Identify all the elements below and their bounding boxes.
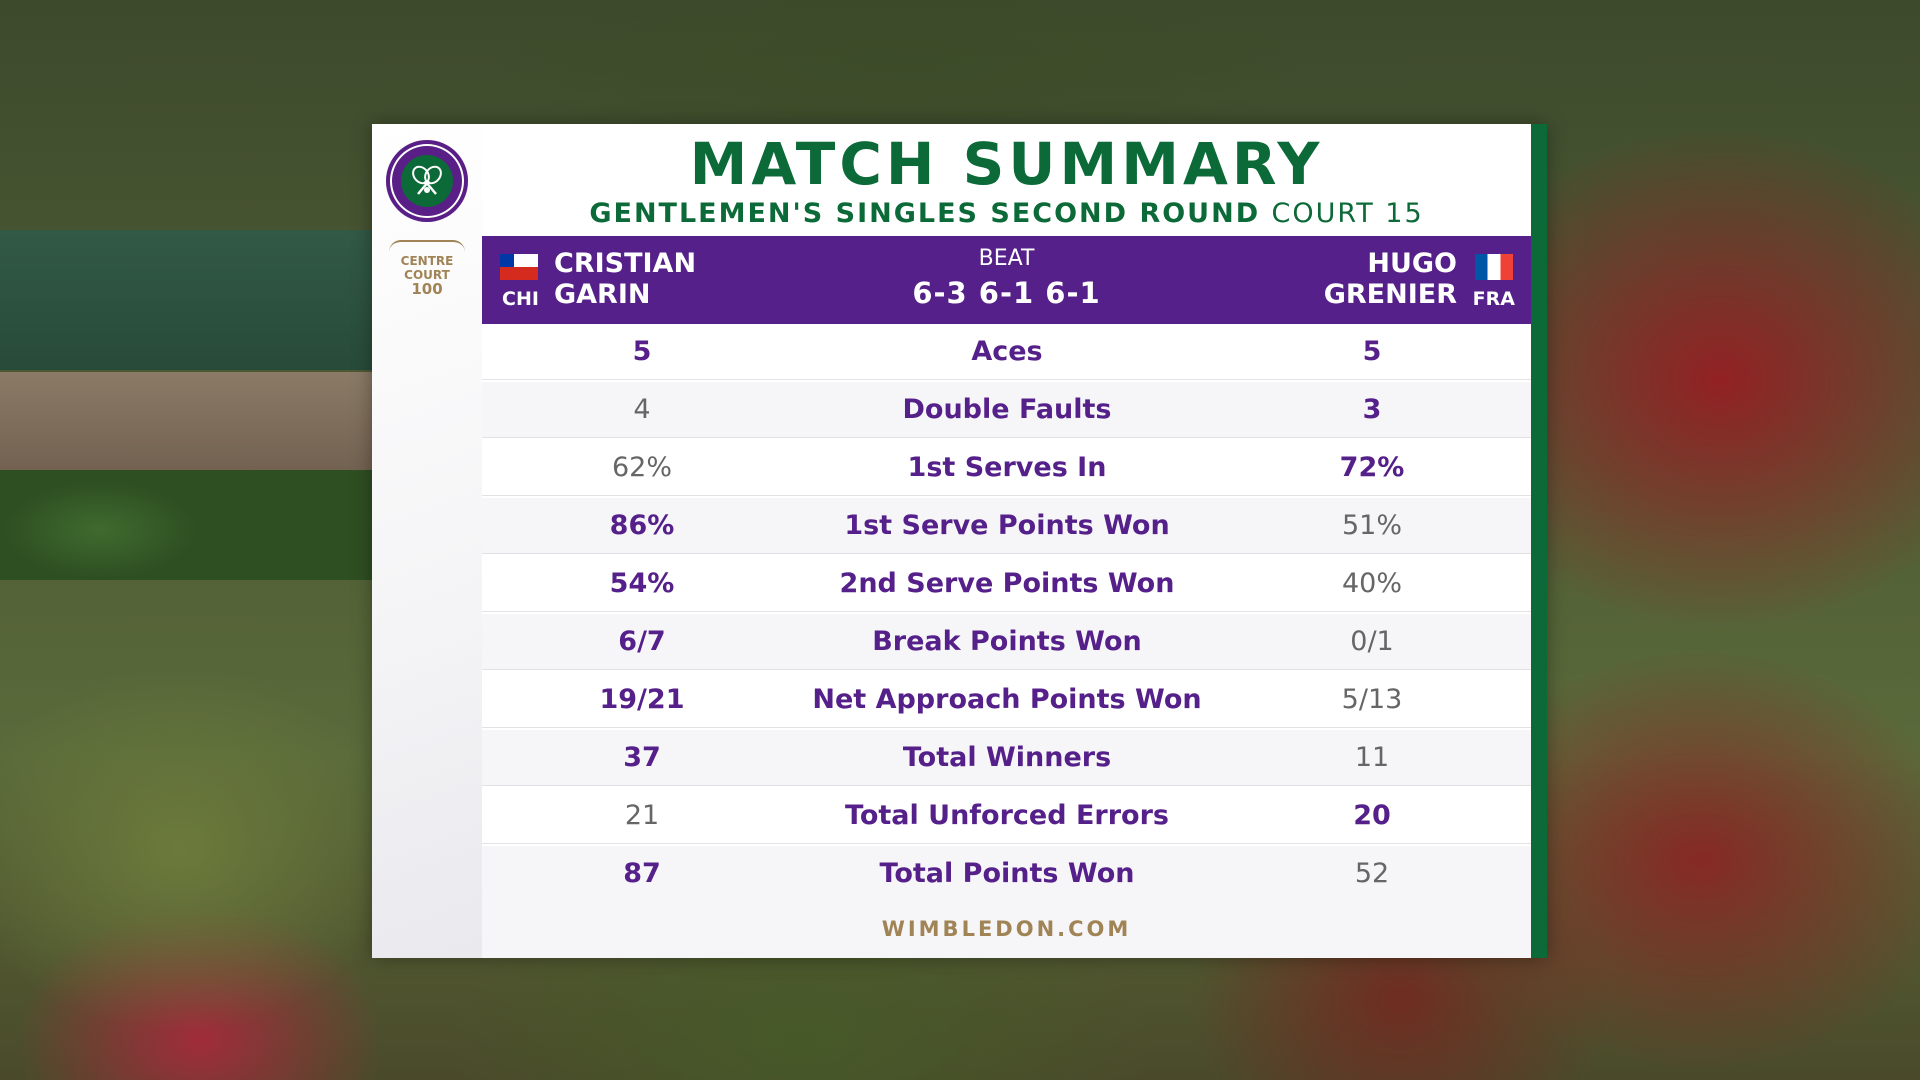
roof-arch-icon <box>389 240 465 252</box>
stat-right-value: 3 <box>1362 394 1382 425</box>
stat-row: 4 Double Faults 3 <box>482 382 1531 438</box>
centre-court-line1: CENTRE <box>400 254 454 268</box>
footer-website: WIMBLEDON.COM <box>482 900 1531 958</box>
stat-label: Total Winners <box>902 742 1112 773</box>
stat-label: 2nd Serve Points Won <box>839 568 1175 599</box>
stats-table: 5 Aces 5 4 Double Faults 3 62% 1st Serves In 72%… <box>482 324 1531 904</box>
stat-label: Net Approach Points Won <box>812 684 1202 715</box>
result-label: BEAT <box>978 246 1035 271</box>
match-score: 6-3 6-1 6-1 <box>912 276 1101 310</box>
stat-label: Break Points Won <box>872 626 1142 657</box>
stat-right-value: 51% <box>1341 510 1402 541</box>
stat-right-value: 72% <box>1339 452 1405 483</box>
stat-label: 1st Serves In <box>907 452 1107 483</box>
player-left-last: GARIN <box>554 279 651 310</box>
stat-right-value: 52 <box>1354 858 1390 889</box>
court-name: COURT 15 <box>1271 198 1424 229</box>
stat-left-value: 62% <box>611 452 672 483</box>
centre-court-line2: COURT <box>404 268 450 282</box>
spectator-railing <box>0 230 372 370</box>
board-title: MATCH SUMMARY <box>689 130 1324 198</box>
player-left-first: CRISTIAN <box>554 248 697 279</box>
hedge <box>0 470 372 580</box>
stat-right-value: 0/1 <box>1350 626 1394 657</box>
players-header: CHI CRISTIAN GARIN BEAT 6-3 6-1 6-1 HUGO… <box>482 236 1531 324</box>
stat-row: 54% 2nd Serve Points Won 40% <box>482 556 1531 612</box>
stat-label: Double Faults <box>902 394 1112 425</box>
stat-row: 5 Aces 5 <box>482 324 1531 380</box>
centre-court-line3: 100 <box>411 280 443 298</box>
round-name: GENTLEMEN'S SINGLES SECOND ROUND <box>589 198 1261 229</box>
chile-flag-icon <box>500 254 538 280</box>
stat-row: 21 Total Unforced Errors 20 <box>482 788 1531 844</box>
crossed-rackets-icon <box>401 155 453 207</box>
green-edge-stripe <box>1531 124 1547 958</box>
board-left-column: CENTRE COURT 100 <box>372 124 482 958</box>
stat-row: 6/7 Break Points Won 0/1 <box>482 614 1531 670</box>
stat-row: 62% 1st Serves In 72% <box>482 440 1531 496</box>
france-flag-icon <box>1475 254 1513 280</box>
player-left-country: CHI <box>502 288 539 310</box>
stat-left-value: 4 <box>633 394 651 425</box>
stat-right-value: 11 <box>1354 742 1390 773</box>
stat-label: Aces <box>971 336 1043 367</box>
player-right-name: HUGO GRENIER <box>1324 248 1457 310</box>
player-right-first: HUGO <box>1367 248 1457 279</box>
stat-left-value: 54% <box>609 568 675 599</box>
stat-left-value: 5 <box>632 336 652 367</box>
stat-row: 19/21 Net Approach Points Won 5/13 <box>482 672 1531 728</box>
stat-left-value: 21 <box>624 800 660 831</box>
match-summary-board: CENTRE COURT 100 MATCH SUMMARY GENTLEMEN… <box>372 124 1547 958</box>
stat-label: Total Points Won <box>879 858 1135 889</box>
stat-left-value: 86% <box>609 510 675 541</box>
stat-left-value: 87 <box>623 858 661 889</box>
stat-right-value: 40% <box>1341 568 1402 599</box>
stat-right-value: 5 <box>1362 336 1382 367</box>
round-subtitle: GENTLEMEN'S SINGLES SECOND ROUND COURT 1… <box>482 198 1531 229</box>
stat-row: 37 Total Winners 11 <box>482 730 1531 786</box>
player-right-country: FRA <box>1472 288 1515 310</box>
stat-left-value: 19/21 <box>599 684 685 715</box>
stat-right-value: 20 <box>1353 800 1391 831</box>
stat-row: 87 Total Points Won 52 <box>482 846 1531 902</box>
stat-left-value: 6/7 <box>618 626 666 657</box>
wimbledon-logo-icon <box>386 140 468 222</box>
player-right-last: GRENIER <box>1323 279 1457 310</box>
stat-right-value: 5/13 <box>1341 684 1403 715</box>
stat-row: 86% 1st Serve Points Won 51% <box>482 498 1531 554</box>
stat-label: 1st Serve Points Won <box>844 510 1170 541</box>
player-left-name: CRISTIAN GARIN <box>554 248 696 310</box>
centre-court-100-logo: CENTRE COURT 100 <box>382 240 472 304</box>
stat-left-value: 37 <box>623 742 661 773</box>
stat-label: Total Unforced Errors <box>845 800 1169 831</box>
